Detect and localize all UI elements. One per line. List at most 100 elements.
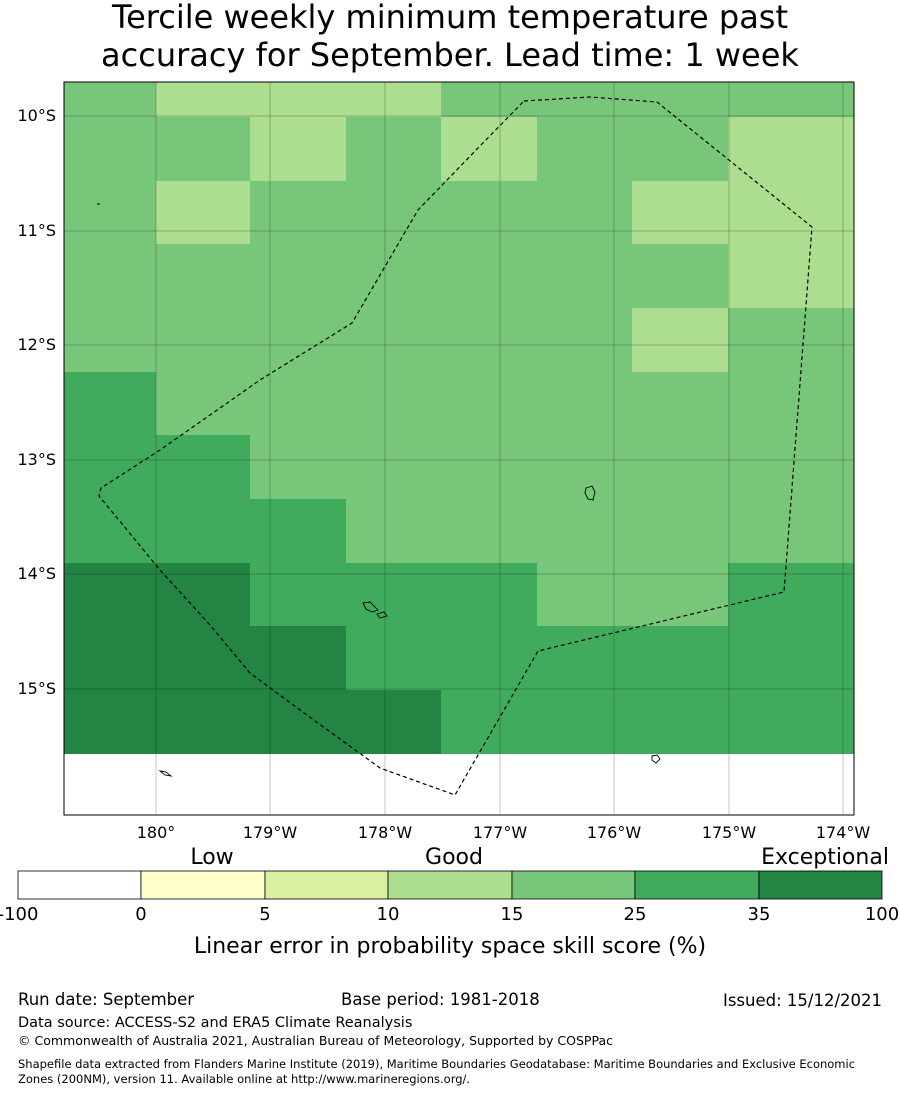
grid-cell [728, 181, 854, 244]
grid-cell [441, 626, 537, 690]
grid-cell [250, 563, 346, 626]
base-period: Base period: 1981-2018 [341, 990, 540, 1009]
grid-cell [537, 626, 632, 690]
island [362, 601, 379, 613]
colorbar-tick-label: 100 [865, 904, 899, 925]
grid-cell [441, 244, 537, 308]
map-title-line-1: Tercile weekly minimum temperature past [111, 0, 789, 36]
colorbar-tick-label: -100 [0, 904, 38, 925]
grid-cell [537, 435, 632, 499]
grid-cell [156, 181, 250, 244]
grid-cell [728, 563, 854, 626]
eez-boundary [98, 96, 813, 796]
grid-cell [64, 499, 156, 563]
legend-category-good: Good [425, 845, 483, 870]
grid-cell [537, 563, 632, 626]
lon-label: 178°W [358, 823, 413, 842]
grid-cell [441, 82, 537, 117]
grid-cell [250, 372, 346, 435]
lat-label: 13°S [17, 450, 56, 469]
colorbar-tick-label: 10 [377, 904, 400, 925]
grid-cell [156, 82, 250, 117]
grid-cell [64, 626, 156, 690]
grid-cell [250, 626, 346, 690]
grid-cell [64, 117, 156, 181]
grid-cell [441, 372, 537, 435]
grid-cell [632, 626, 728, 690]
lon-label: 175°W [702, 823, 757, 842]
lat-label: 10°S [17, 106, 56, 125]
colorbar-segment [634, 870, 760, 900]
grid-cell [537, 244, 632, 308]
grid-cell [346, 244, 441, 308]
grid-cell [728, 117, 854, 181]
grid-cell [250, 117, 346, 181]
grid-cell [632, 435, 728, 499]
grid-cell [728, 372, 854, 435]
grid-cell [632, 181, 728, 244]
lat-label: 12°S [17, 335, 56, 354]
grid-cell [346, 117, 441, 181]
grid-cell [156, 626, 250, 690]
grid-cell [156, 117, 250, 181]
grid-cell [346, 181, 441, 244]
grid-cell [250, 499, 346, 563]
colorbar-tick-label: 35 [748, 904, 771, 925]
island [376, 611, 388, 619]
grid-cell [537, 117, 632, 181]
grid-cell [156, 690, 250, 754]
grid-cell [64, 372, 156, 435]
grid-cell [64, 308, 156, 372]
grid-cell [441, 690, 537, 754]
colorbar-segment [17, 870, 142, 900]
shapefile-credit-line-2: Zones (200NM), version 11. Available onl… [18, 1072, 471, 1086]
graticule [64, 82, 854, 815]
grid-cell [156, 372, 250, 435]
island [584, 485, 596, 501]
colorbar [17, 870, 883, 900]
grid-cell [632, 308, 728, 372]
colorbar-tick-label: 0 [135, 904, 146, 925]
grid-cell [346, 626, 441, 690]
grid-cell [441, 499, 537, 563]
lon-label: 176°W [587, 823, 642, 842]
grid-cell [537, 499, 632, 563]
grid-cell [441, 181, 537, 244]
grid-cell [346, 82, 441, 117]
grid-cell [632, 563, 728, 626]
grid-cell [346, 499, 441, 563]
grid-cell [156, 499, 250, 563]
grid-cell [632, 372, 728, 435]
grid-cell [728, 626, 854, 690]
grid-cell [632, 244, 728, 308]
grid-cell [346, 690, 441, 754]
grid-cell [156, 435, 250, 499]
grid-cell [250, 181, 346, 244]
colorbar-tick-label: 15 [501, 904, 524, 925]
colorbar-segment [511, 870, 636, 900]
grid-cell [632, 82, 728, 117]
skill-grid [64, 82, 854, 754]
grid-cell [632, 117, 728, 181]
colorbar-axis-label: Linear error in probability space skill … [194, 934, 706, 959]
grid-cell [441, 117, 537, 181]
grid-cell [632, 690, 728, 754]
island [651, 754, 661, 764]
grid-cell [64, 690, 156, 754]
grid-cell [441, 563, 537, 626]
grid-cell [441, 308, 537, 372]
copyright: © Commonwealth of Australia 2021, Austra… [18, 1033, 613, 1048]
grid-cell [250, 82, 346, 117]
grid-cell [537, 690, 632, 754]
grid-cell [346, 372, 441, 435]
legend-category-low: Low [190, 845, 233, 870]
lat-label: 11°S [17, 221, 56, 240]
grid-cell [346, 563, 441, 626]
grid-cell [537, 308, 632, 372]
grid-cell [250, 244, 346, 308]
colorbar-segment [387, 870, 513, 900]
grid-cell [346, 308, 441, 372]
grid-cell [156, 244, 250, 308]
grid-cell [537, 181, 632, 244]
colorbar-segment [758, 870, 883, 900]
